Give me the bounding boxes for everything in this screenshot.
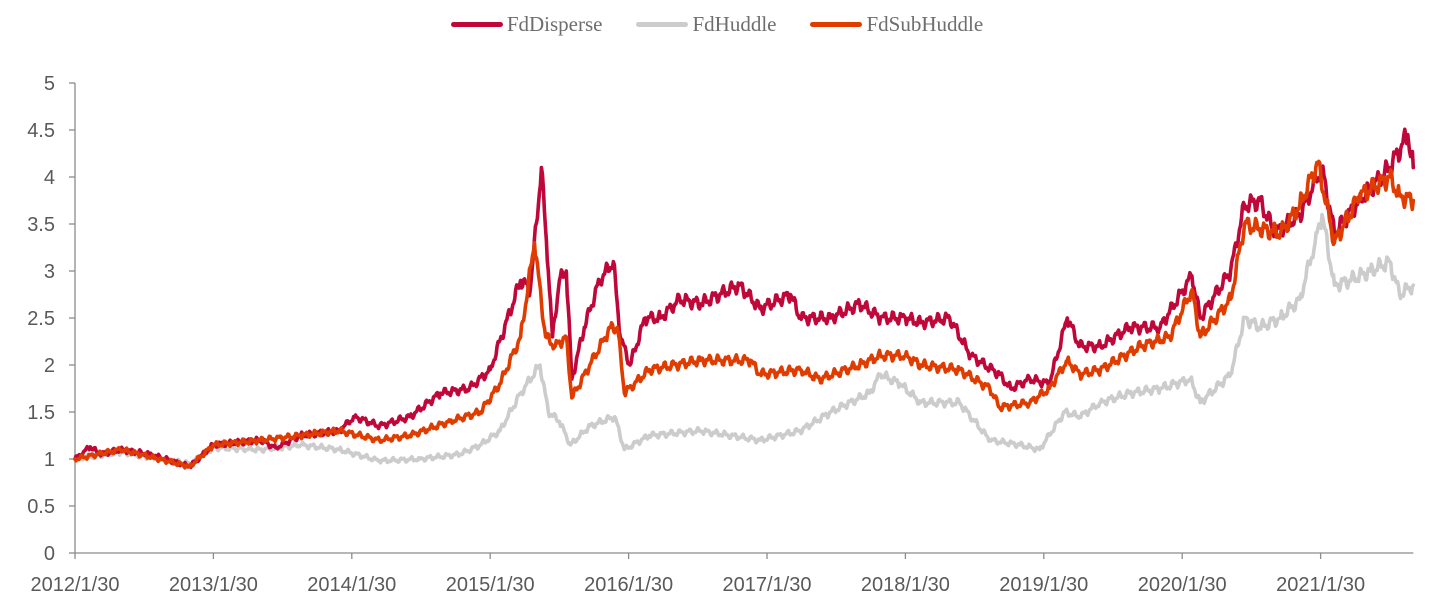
y-tick-label: 0.5 xyxy=(27,496,55,518)
legend-item-fdsubhuddle: FdSubHuddle xyxy=(810,12,983,37)
y-tick-label: 4 xyxy=(44,167,55,189)
x-tick-label: 2020/1/30 xyxy=(1138,574,1227,596)
x-tick-label: 2016/1/30 xyxy=(584,574,673,596)
y-tick-label: 0 xyxy=(44,543,55,565)
x-tick-label: 2014/1/30 xyxy=(307,574,396,596)
y-tick-label: 3.5 xyxy=(27,214,55,236)
series-line-fdsubhuddle xyxy=(73,159,1416,470)
legend-swatch-fddisperse xyxy=(450,22,503,27)
x-tick-label: 2013/1/30 xyxy=(169,574,258,596)
legend-label-fddisperse: FdDisperse xyxy=(506,12,603,36)
y-tick-label: 3 xyxy=(44,261,55,283)
legend-swatch-fdsubhuddle xyxy=(810,22,863,27)
series-line-fdhuddle xyxy=(73,212,1416,467)
legend-label-fdhuddle: FdHuddle xyxy=(692,12,777,36)
legend-label-fdsubhuddle: FdSubHuddle xyxy=(866,12,984,36)
legend-swatch-fdhuddle xyxy=(636,22,689,27)
legend-item-fdhuddle: FdHuddle xyxy=(636,12,776,37)
y-tick-label: 5 xyxy=(44,73,55,95)
x-tick-label: 2021/1/30 xyxy=(1276,574,1365,596)
y-tick-label: 4.5 xyxy=(27,120,55,142)
x-tick-label: 2019/1/30 xyxy=(999,574,1088,596)
x-tick-label: 2012/1/30 xyxy=(31,574,120,596)
x-tick-label: 2015/1/30 xyxy=(446,574,535,596)
y-tick-label: 1 xyxy=(44,449,55,471)
y-tick-label: 1.5 xyxy=(27,402,55,424)
y-tick-label: 2 xyxy=(44,355,55,377)
x-tick-label: 2017/1/30 xyxy=(723,574,812,596)
x-tick-label: 2018/1/30 xyxy=(861,574,950,596)
y-tick-label: 2.5 xyxy=(27,308,55,330)
axes: 0 0.5 1 1.5 2 2.5 3 3.5 4 4.5 5 2012/1/30 2013/1/30 2… xyxy=(27,73,1414,596)
legend: FdDisperse FdHuddle FdSubHuddle xyxy=(0,12,1434,37)
series-lines xyxy=(73,127,1416,470)
legend-item-fddisperse: FdDisperse xyxy=(450,12,603,37)
series-line-fddisperse xyxy=(73,127,1416,470)
